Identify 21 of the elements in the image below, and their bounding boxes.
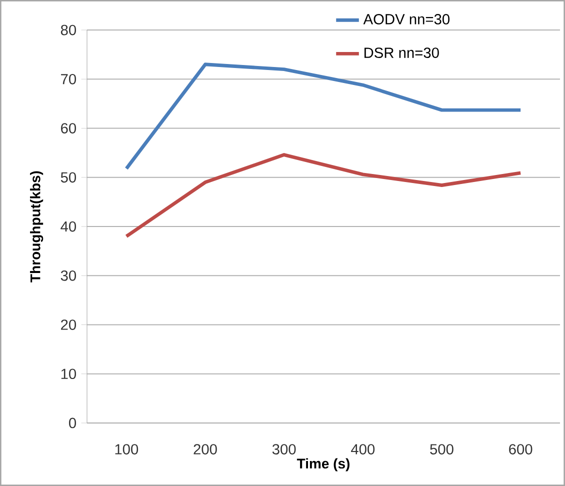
- legend-label: DSR nn=30: [364, 48, 439, 58]
- legend-label: AODV nn=30: [363, 14, 450, 24]
- y-tick-label: 40: [60, 221, 76, 232]
- line-series: [124, 62, 522, 170]
- y-axis-title: Throughput(kbs): [30, 171, 44, 282]
- y-tick-label: 80: [60, 24, 76, 36]
- x-tick-label: 200: [194, 444, 217, 454]
- x-axis-title: Time (s): [296, 458, 350, 472]
- y-tick-label: 70: [61, 74, 76, 84]
- x-tick-label: 300: [272, 444, 296, 454]
- line-series: [124, 153, 522, 238]
- y-tick-label: 60: [61, 123, 76, 134]
- y-tick-label: 30: [60, 270, 76, 281]
- y-tick-label: 10: [61, 368, 76, 380]
- y-tick-label: 0: [69, 418, 76, 428]
- y-tick-label: 20: [61, 320, 76, 330]
- y-tick-label: 50: [60, 172, 76, 183]
- x-tick-label: 500: [430, 444, 454, 454]
- x-tick-label: 400: [351, 444, 375, 454]
- x-tick-label: 600: [509, 444, 532, 454]
- x-tick-label: 100: [115, 444, 138, 454]
